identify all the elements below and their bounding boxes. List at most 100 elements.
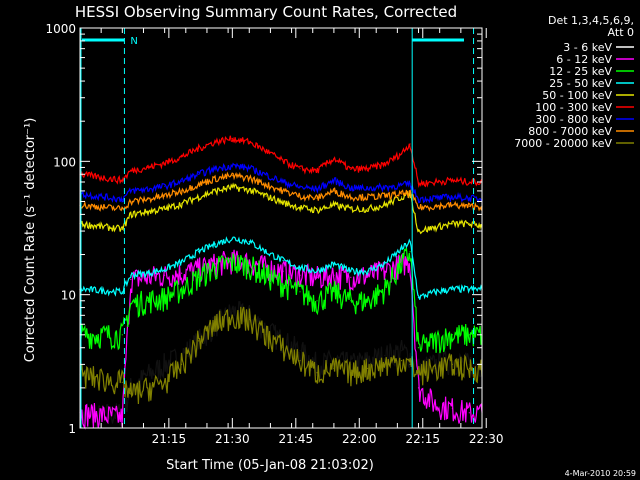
series-8-point-11 — [282, 347, 284, 349]
series-4-point-2 — [130, 213, 132, 215]
series-7-point-18 — [401, 193, 403, 195]
series-3-point-19 — [409, 241, 411, 243]
series-7-point-2 — [130, 200, 132, 203]
series-2-point-8 — [231, 261, 233, 263]
x-tick-label-5: 22:30 — [469, 432, 504, 446]
y-tick-label-0: 1 — [68, 422, 76, 436]
series-line-1 — [79, 249, 483, 430]
series-5-point-5 — [181, 156, 183, 158]
series-3-point-13 — [316, 270, 318, 272]
x-tick-label-0: 21:15 — [152, 432, 187, 446]
series-2-point-19 — [409, 251, 411, 253]
series-3-point-16 — [367, 270, 369, 272]
series-4-point-13 — [316, 209, 318, 211]
series-2-point-13 — [316, 300, 318, 302]
series-5-point-20 — [417, 183, 420, 185]
series-6-point-4 — [164, 185, 166, 187]
series-0-point-8 — [231, 310, 233, 312]
series-5-point-8 — [231, 138, 233, 140]
series-6-point-3 — [147, 188, 149, 190]
series-5-point-21 — [434, 181, 437, 183]
series-3-point-11 — [282, 260, 284, 262]
series-2-point-15 — [350, 300, 352, 302]
series-2-point-1 — [121, 334, 123, 336]
footer-date: 4-Mar-2010 20:59 — [565, 469, 636, 478]
series-4-point-7 — [214, 190, 216, 192]
series-7-point-11 — [282, 190, 284, 192]
legend-label-6: 300 - 800 keV — [535, 113, 612, 126]
series-1-point-7 — [214, 263, 216, 265]
series-0-point-23 — [468, 363, 470, 365]
series-4-point-16 — [367, 208, 369, 210]
series-8-point-19 — [409, 363, 411, 365]
y-axis-label: Corrected Count Rate (s⁻¹ detector⁻¹) — [23, 118, 38, 363]
series-8-point-4 — [164, 381, 166, 383]
legend-label-3: 25 - 50 keV — [549, 77, 612, 90]
series-2-point-5 — [181, 288, 183, 290]
series-1-point-21 — [434, 403, 437, 406]
series-2-point-2 — [130, 303, 132, 305]
series-8-point-1 — [121, 381, 123, 383]
series-7-point-17 — [384, 195, 386, 197]
series-4-point-4 — [164, 208, 166, 210]
series-7-point-1 — [121, 208, 123, 210]
series-line-5 — [79, 135, 483, 188]
series-7-point-15 — [350, 196, 352, 198]
series-6-point-13 — [316, 188, 318, 190]
series-4-point-5 — [181, 203, 183, 205]
y-tick-label-2: 100 — [53, 155, 76, 169]
series-8-point-5 — [181, 363, 183, 365]
series-4-point-15 — [350, 208, 352, 210]
flag-label-N: N — [130, 36, 137, 47]
series-5-point-2 — [130, 170, 132, 172]
series-1-point-3 — [147, 276, 149, 278]
series-2-point-17 — [384, 288, 386, 290]
series-5-point-22 — [451, 179, 453, 181]
series-0-point-16 — [367, 360, 369, 362]
series-1-point-5 — [181, 272, 183, 274]
series-4-point-18 — [401, 196, 403, 198]
series-6-point-8 — [231, 164, 233, 167]
series-2-point-11 — [282, 283, 284, 285]
series-5-point-13 — [316, 170, 318, 172]
legend-label-5: 100 - 300 keV — [535, 101, 612, 114]
series-7-point-16 — [367, 196, 369, 198]
series-3-point-5 — [181, 261, 183, 263]
series-6-point-22 — [451, 196, 453, 198]
series-5-point-19 — [409, 143, 411, 145]
series-6-point-19 — [409, 183, 411, 185]
series-2-point-21 — [434, 340, 437, 342]
series-line-8 — [79, 306, 483, 405]
series-8-point-2 — [130, 393, 132, 395]
series-0-point-4 — [164, 363, 166, 365]
series-1-point-11 — [282, 270, 284, 272]
series-4-point-8 — [231, 186, 233, 188]
series-8-point-12 — [299, 360, 301, 362]
series-7-point-19 — [409, 192, 411, 194]
series-3-point-6 — [197, 251, 200, 253]
legend-label-8: 7000 - 20000 keV — [514, 137, 612, 150]
series-4-point-23 — [468, 223, 470, 225]
series-5-point-7 — [214, 141, 216, 143]
legend-label-7: 800 - 7000 keV — [528, 125, 612, 138]
series-1-point-13 — [316, 276, 318, 278]
series-6-point-21 — [434, 197, 437, 199]
legend-label-1: 6 - 12 keV — [556, 53, 612, 66]
series-3-point-3 — [147, 272, 149, 274]
series-8-point-23 — [468, 367, 470, 369]
series-3-point-18 — [401, 248, 403, 250]
series-5-point-12 — [299, 168, 301, 170]
series-1-point-15 — [350, 276, 352, 278]
series-6-point-1 — [121, 198, 123, 200]
series-0-point-17 — [384, 354, 386, 357]
series-3-point-9 — [248, 241, 250, 243]
series-2-point-9 — [248, 265, 250, 267]
series-3-point-23 — [468, 288, 470, 290]
plot-frame — [79, 27, 483, 429]
series-5-point-10 — [265, 150, 267, 152]
series-3-point-17 — [384, 263, 386, 265]
x-tick-label-2: 21:45 — [279, 432, 314, 446]
